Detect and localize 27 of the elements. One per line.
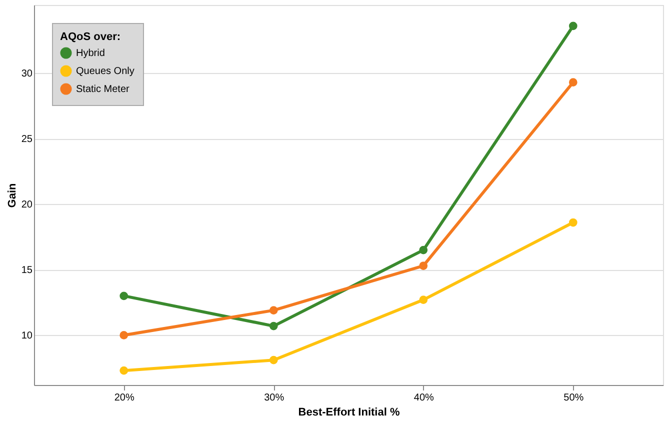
legend-label: Queues Only — [76, 66, 134, 77]
x-tick-label: 40% — [414, 392, 434, 404]
point — [120, 292, 128, 300]
point — [269, 356, 278, 364]
x-tick-label: 50% — [564, 392, 584, 404]
point — [120, 366, 128, 375]
x-tick-label: 30% — [264, 392, 284, 404]
point — [120, 331, 128, 340]
y-axis-title: Gain — [6, 182, 18, 208]
y-tick-label: 20 — [21, 200, 33, 211]
point — [568, 218, 578, 227]
x-tick-label: 20% — [114, 392, 134, 404]
point — [419, 246, 428, 254]
y-tick-label: 15 — [21, 265, 33, 276]
legend-title: AQoS over: — [60, 31, 121, 43]
point — [419, 296, 428, 304]
legend-label: Hybrid — [76, 48, 105, 59]
point — [269, 306, 278, 314]
point — [269, 322, 278, 330]
legend-label: Static Meter — [76, 84, 130, 95]
y-tick-label: 10 — [21, 330, 33, 342]
y-tick-label: 30 — [21, 68, 33, 80]
point — [568, 22, 578, 30]
point — [568, 78, 578, 86]
x-axis-title: Best-Effort Initial % — [298, 406, 400, 418]
y-tick-label: 25 — [21, 134, 33, 146]
point — [419, 262, 428, 270]
